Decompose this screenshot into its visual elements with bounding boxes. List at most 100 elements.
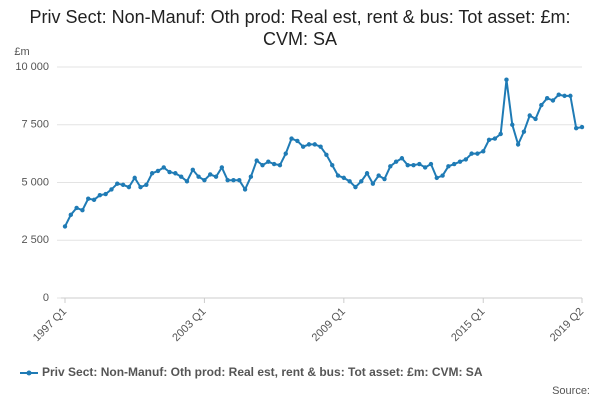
data-point [74,205,79,211]
data-point [376,173,381,178]
data-point [219,165,225,170]
data-point [434,175,439,181]
x-tick-label: 2003 Q1 [170,306,208,344]
data-point [184,179,190,184]
data-point [428,161,434,167]
data-point [312,142,317,147]
data-point [283,151,288,156]
data-point [324,152,329,157]
data-point [452,161,457,167]
data-point [254,158,259,163]
data-point [457,159,463,164]
data-point [446,164,451,169]
data-point [550,98,556,103]
data-point [481,149,486,154]
data-point [213,174,219,179]
data-point [515,142,521,147]
data-point [161,165,166,170]
data-point [190,167,195,172]
data-point [266,159,271,164]
data-point [271,161,277,167]
data-point [463,157,469,162]
data-point [475,151,480,156]
data-point [149,171,155,176]
data-point [178,174,184,179]
data-point [498,131,503,137]
data-point [492,136,498,141]
data-point [144,182,149,188]
data-point [155,168,161,174]
data-point [504,77,509,82]
data-point [91,197,97,203]
data-point [231,177,236,183]
data-point [382,176,387,182]
y-tick-label: 2 500 [21,234,49,246]
data-point [196,174,201,179]
data-point [306,142,312,147]
data-point [109,187,114,192]
series-line [64,79,583,227]
data-point [347,179,352,184]
x-tick-label: 2009 Q1 [310,306,348,344]
chart-title: Priv Sect: Non-Manuf: Oth prod: Real est… [29,7,571,49]
data-point [295,138,300,144]
data-point [80,208,85,213]
data-point [68,212,74,218]
data-point [422,165,428,170]
data-point [568,93,573,99]
legend-marker [26,370,32,376]
data-point [579,124,585,130]
data-point [486,137,492,142]
data-point [225,177,230,183]
legend-label: Priv Sect: Non-Manuf: Oth prod: Real est… [42,365,483,379]
data-point [167,169,172,175]
x-tick-label: 2015 Q1 [449,306,487,344]
data-point [573,126,579,131]
data-point [86,196,91,201]
data-point [138,184,143,190]
data-point [115,181,120,186]
data-point [103,191,108,197]
data-point [120,182,126,188]
data-point [359,179,364,184]
data-point [364,171,370,176]
data-point [469,151,474,156]
data-point [126,184,132,190]
data-point [539,102,544,108]
data-point [353,184,358,190]
data-point [277,162,283,168]
data-point [132,175,137,181]
data-point [388,164,393,169]
source: Source: [552,385,590,397]
data-point [300,144,306,149]
data-point [533,116,538,122]
data-point [527,113,532,118]
y-tick-label: 7 500 [21,119,49,131]
data-point [562,93,567,99]
data-point [341,175,347,181]
x-tick-label: 1997 Q1 [31,306,69,344]
data-point [202,177,207,183]
data-point [237,177,242,183]
data-point [173,171,178,176]
data-point [318,144,323,149]
data-point [248,174,254,179]
y-axis-label: £m [14,46,29,58]
y-tick-label: 5 000 [21,176,49,188]
data-point [208,172,213,177]
data-point [242,187,248,192]
x-tick-label: 2019 Q2 [548,306,586,344]
data-point [405,162,410,168]
data-point [417,161,422,167]
data-point [330,162,335,168]
data-point [370,181,376,186]
y-tick-label: 10 000 [15,61,49,73]
y-tick-label: 0 [43,292,49,304]
data-point [411,162,416,168]
data-point [62,224,68,229]
data-point [521,129,527,134]
data-point [260,162,265,168]
data-point [97,193,103,198]
